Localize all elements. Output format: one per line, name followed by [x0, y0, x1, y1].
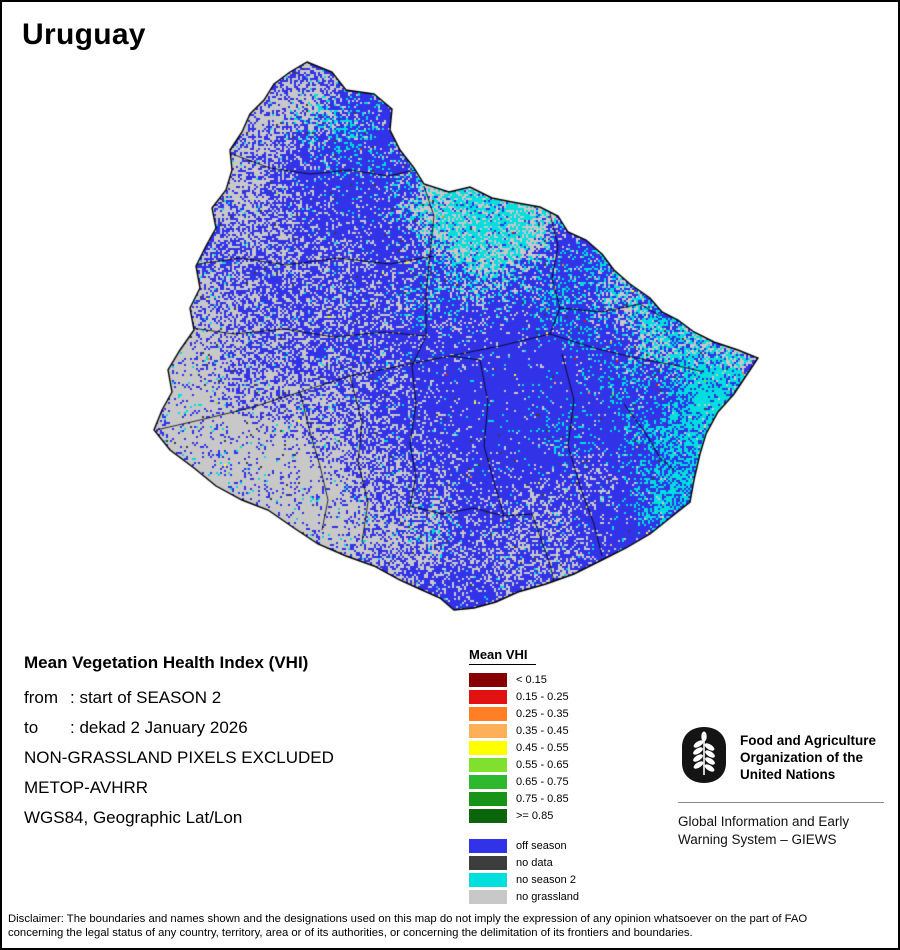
legend-swatch	[469, 724, 507, 738]
legend-item: off season	[469, 839, 579, 853]
legend-label: 0.65 - 0.75	[516, 776, 569, 788]
legend-label: 0.45 - 0.55	[516, 742, 569, 754]
legend-item: 0.15 - 0.25	[469, 690, 579, 704]
legend-season-list: off season no data no season 2 no grassland	[469, 839, 579, 904]
giews-name: Global Information and Early Warning Sys…	[678, 814, 850, 847]
legend-label: 0.25 - 0.35	[516, 708, 569, 720]
legend-item: no season 2	[469, 873, 579, 887]
legend-swatch	[469, 792, 507, 806]
legend-item: 0.75 - 0.85	[469, 792, 579, 806]
page-title: Uruguay	[22, 18, 146, 51]
legend-swatch	[469, 673, 507, 687]
legend-item: 0.25 - 0.35	[469, 707, 579, 721]
legend-label: 0.55 - 0.65	[516, 759, 569, 771]
legend-swatch	[469, 839, 507, 853]
legend-item: 0.55 - 0.65	[469, 758, 579, 772]
disclaimer-text: Disclaimer: The boundaries and names sho…	[8, 913, 808, 939]
legend-swatch	[469, 707, 507, 721]
legend-swatch	[469, 873, 507, 887]
legend-label: no data	[516, 857, 553, 869]
legend-swatch	[469, 809, 507, 823]
map-info-block: Mean Vegetation Health Index (VHI) from …	[24, 648, 454, 833]
legend-swatch	[469, 890, 507, 904]
from-line: from : start of SEASON 2	[24, 683, 454, 713]
legend: Mean VHI < 0.15 0.15 - 0.25 0.25 - 0.35 0.3…	[469, 646, 579, 907]
note-sensor: METOP-AVHRR	[24, 778, 149, 797]
to-label: to	[24, 718, 39, 737]
legend-item: 0.35 - 0.45	[469, 724, 579, 738]
map-info-heading: Mean Vegetation Health Index (VHI)	[24, 653, 309, 672]
legend-item: no grassland	[469, 890, 579, 904]
legend-gap	[469, 826, 579, 839]
note-projection: WGS84, Geographic Lat/Lon	[24, 808, 243, 827]
legend-swatch	[469, 775, 507, 789]
legend-class-list: < 0.15 0.15 - 0.25 0.25 - 0.35 0.35 - 0.45 0…	[469, 673, 579, 823]
legend-label: 0.15 - 0.25	[516, 691, 569, 703]
legend-swatch	[469, 856, 507, 870]
legend-swatch	[469, 758, 507, 772]
legend-title: Mean VHI	[469, 647, 536, 665]
legend-swatch	[469, 741, 507, 755]
legend-label: >= 0.85	[516, 810, 554, 822]
legend-label: no season 2	[516, 874, 576, 886]
legend-item: 0.65 - 0.75	[469, 775, 579, 789]
legend-label: 0.35 - 0.45	[516, 725, 569, 737]
to-value: : dekad 2 January 2026	[70, 718, 248, 737]
fao-logo-row: Food and Agriculture Organization of the…	[678, 726, 884, 789]
legend-label: no grassland	[516, 891, 579, 903]
note-non-grassland: NON-GRASSLAND PIXELS EXCLUDED	[24, 748, 334, 767]
fao-block: Food and Agriculture Organization of the…	[678, 726, 884, 849]
legend-swatch	[469, 690, 507, 704]
legend-item: no data	[469, 856, 579, 870]
fao-logo-icon	[678, 726, 730, 789]
from-label: from	[24, 688, 58, 707]
legend-label: 0.75 - 0.85	[516, 793, 569, 805]
footer-divider	[678, 802, 884, 803]
legend-item: >= 0.85	[469, 809, 579, 823]
to-line: to : dekad 2 January 2026	[24, 713, 454, 743]
legend-item: 0.45 - 0.55	[469, 741, 579, 755]
from-value: : start of SEASON 2	[70, 688, 222, 707]
legend-label: < 0.15	[516, 674, 547, 686]
legend-item: < 0.15	[469, 673, 579, 687]
legend-label: off season	[516, 840, 567, 852]
org-name: Food and Agriculture Organization of the…	[740, 733, 876, 782]
